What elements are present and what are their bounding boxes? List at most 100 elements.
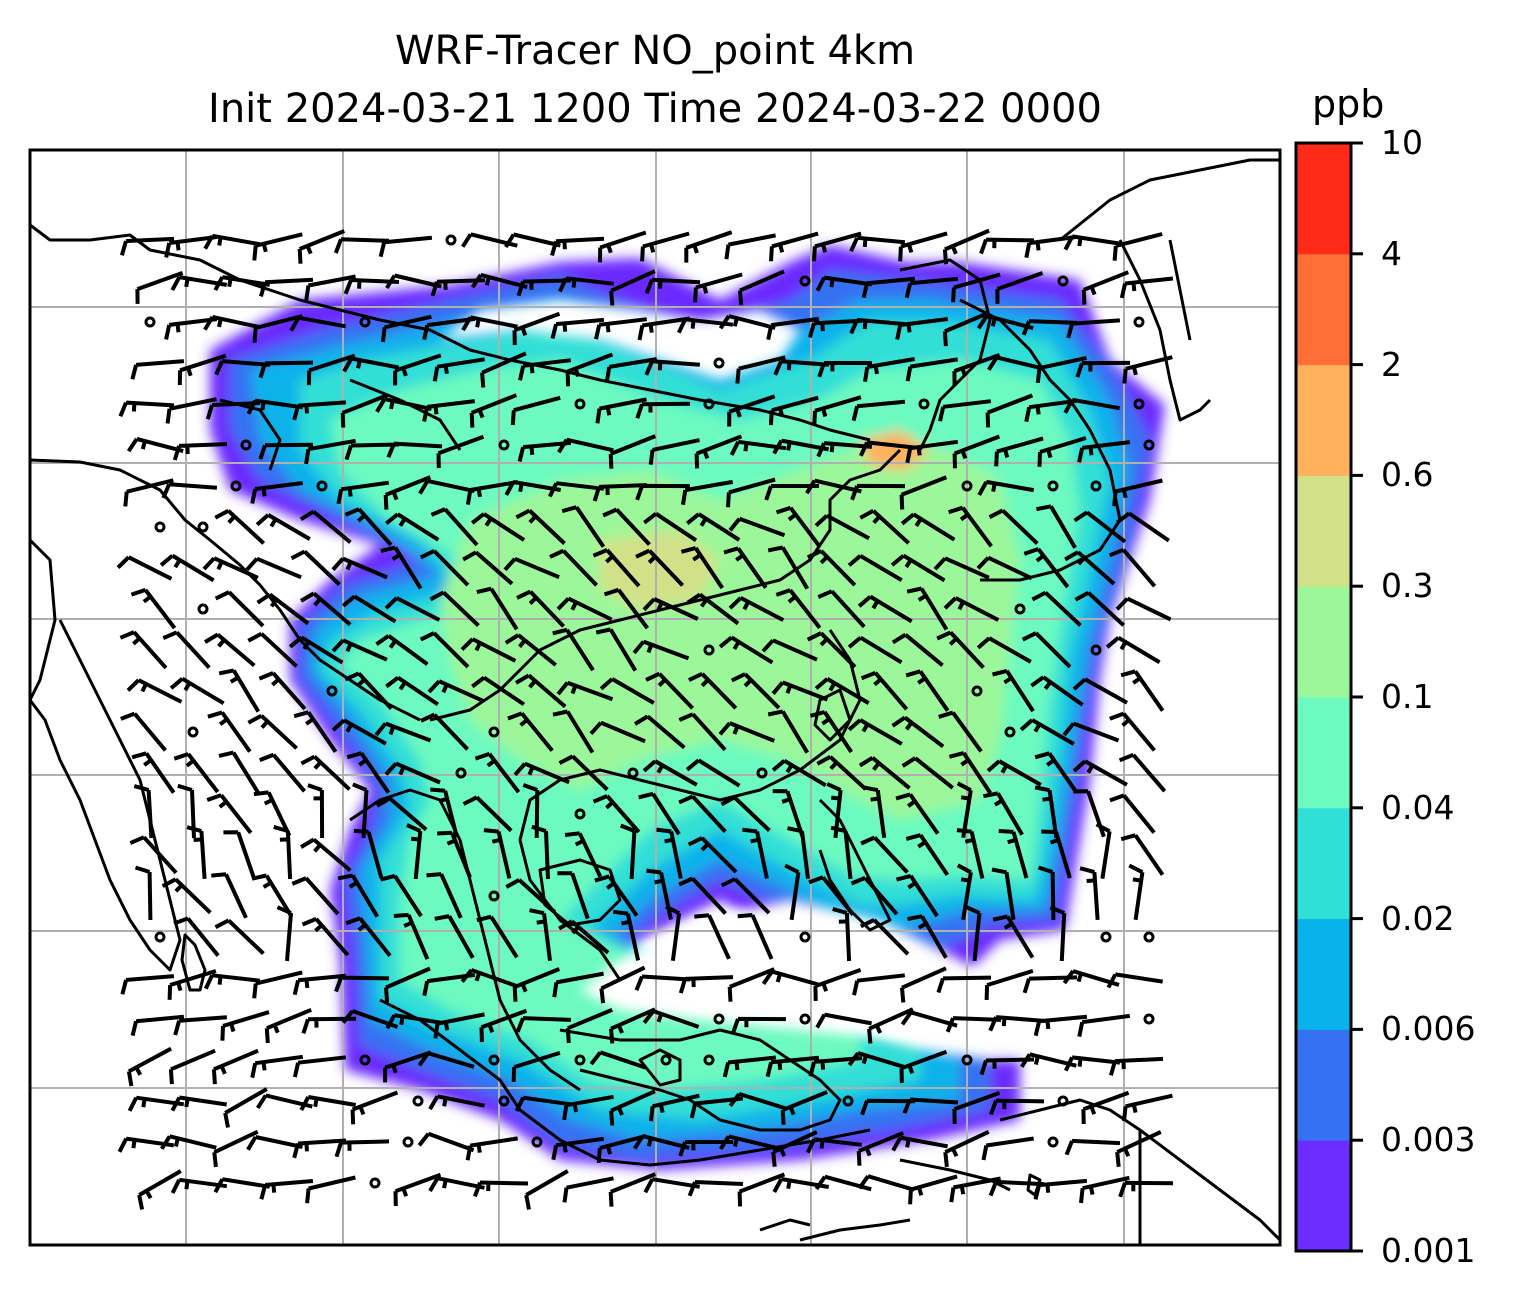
wind-barb [344, 671, 393, 710]
tracer-field [210, 245, 1165, 1170]
wind-barb [169, 676, 225, 706]
wind-barb [299, 837, 352, 873]
wind-barb [1118, 752, 1167, 793]
calm-wind-marker [531, 1136, 543, 1148]
wind-barb [304, 438, 356, 465]
wind-barb [218, 668, 261, 713]
wind-barb [385, 675, 440, 707]
chart-title-line1: WRF-Tracer NO_point 4km [394, 28, 916, 74]
calm-wind-marker [197, 603, 209, 615]
wind-barb [595, 397, 647, 424]
wind-barb [985, 393, 1034, 428]
wind-barb [907, 914, 948, 959]
calm-wind-marker [961, 480, 973, 492]
wind-barb [291, 876, 340, 916]
wind-barb [1064, 1138, 1121, 1156]
wind-barb [299, 591, 352, 627]
wind-barb [562, 1176, 614, 1203]
wind-barb [603, 587, 649, 630]
wind-barb [161, 877, 212, 915]
wind-barb [718, 635, 774, 665]
gridlines [30, 150, 1280, 1245]
wind-barbs [116, 228, 1174, 1210]
wind-barb [608, 434, 657, 469]
wind-barb [952, 434, 1001, 469]
wind-barb [604, 357, 658, 382]
wind-barb [375, 397, 432, 413]
wind-barb [1021, 631, 1072, 669]
wind-barb [344, 442, 400, 461]
wind-barb [162, 630, 211, 670]
wind-barb [635, 483, 691, 501]
colorbar-swatch [1296, 697, 1351, 809]
wind-barb [375, 634, 429, 666]
wind-barb [462, 550, 514, 586]
wind-barb [858, 756, 911, 790]
wind-barb [1072, 759, 1128, 787]
wind-barb [936, 630, 985, 669]
wind-barb [164, 235, 218, 258]
wind-barb [724, 233, 776, 260]
wind-barb [994, 436, 1044, 467]
wind-barb [594, 874, 639, 917]
wind-barb [565, 352, 614, 387]
wind-barb [374, 721, 432, 743]
wind-barb [1081, 270, 1130, 305]
wind-barb [558, 919, 610, 955]
colorbar-tick-label: 2 [1381, 344, 1402, 384]
wind-barb [599, 965, 646, 1004]
wind-barb [992, 668, 1035, 713]
wind-barb [384, 761, 441, 785]
wind-barb [476, 914, 519, 959]
wind-barb [906, 586, 949, 631]
wind-barb [118, 400, 175, 418]
wind-barb [589, 720, 646, 744]
wind-barb [126, 1046, 173, 1087]
calm-wind-marker [326, 685, 338, 697]
wind-barb [648, 438, 700, 465]
wind-barb [771, 680, 829, 702]
colorbar-swatch [1296, 1140, 1351, 1252]
wind-barb [1074, 590, 1125, 627]
gap-north [440, 300, 800, 380]
wind-barb [337, 873, 380, 918]
wind-barb [479, 1008, 528, 1043]
wind-barb [847, 1051, 905, 1069]
wind-barb [857, 1174, 915, 1192]
wind-barb [592, 794, 641, 834]
wind-barb [851, 399, 906, 422]
wind-barb [1122, 1093, 1173, 1122]
wind-barb [768, 395, 819, 426]
wind-barb [891, 1135, 948, 1152]
wind-barb [119, 236, 175, 256]
wind-barb [599, 677, 655, 705]
calm-wind-marker [961, 1054, 973, 1066]
wind-barb [979, 237, 1035, 255]
wind-barb [908, 1174, 958, 1205]
wind-barb [562, 1094, 614, 1121]
wind-barb [787, 826, 810, 880]
wind-barb [259, 1179, 314, 1200]
wind-barb [905, 669, 950, 712]
wind-barb [383, 475, 432, 510]
wind-barb [306, 353, 356, 386]
wind-barb [346, 751, 391, 794]
wind-barb [812, 231, 862, 262]
wind-barb [383, 1050, 432, 1083]
colorbar-swatch [1296, 364, 1351, 476]
wind-barb [849, 235, 906, 253]
wind-barb [123, 478, 174, 507]
wind-barb [276, 905, 293, 962]
wind-barb [852, 973, 906, 996]
wind-barb [557, 437, 614, 454]
wind-barb [991, 867, 1016, 920]
wind-barb [609, 269, 656, 306]
wind-barb [815, 275, 873, 292]
colorbar-swatch [1296, 143, 1351, 255]
wind-barb [895, 317, 949, 340]
wind-barb [301, 917, 350, 957]
gap-sea [580, 900, 1010, 1040]
wind-barb [419, 631, 470, 669]
wind-barb [761, 969, 819, 987]
wind-barb [186, 825, 207, 880]
